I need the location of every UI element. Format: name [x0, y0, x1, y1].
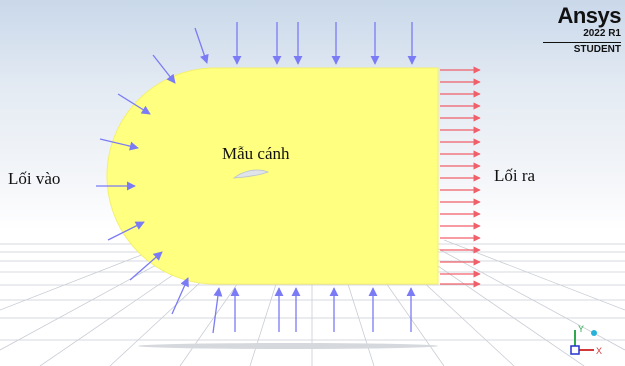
airfoil-label: Mẫu cánh: [222, 144, 290, 163]
inlet-arrows-top: [232, 22, 417, 65]
domain-shadow: [138, 343, 438, 349]
fluid-domain[interactable]: [106, 67, 439, 285]
ansys-brand: Ansys: [557, 3, 621, 28]
triad-y-label: Y: [578, 324, 584, 334]
triad-x-label: X: [596, 346, 602, 356]
axis-triad-icon[interactable]: Y X: [560, 322, 610, 362]
inlet-label: Lối vào: [8, 169, 61, 188]
inlet-arrows-arc: [96, 27, 223, 334]
ansys-edition: STUDENT: [573, 44, 621, 55]
ansys-version: 2022 R1: [543, 28, 621, 43]
airfoil-shape[interactable]: [232, 169, 270, 179]
outlet-arrows: [440, 66, 481, 288]
inlet-arrows-bottom: [230, 287, 416, 332]
outlet-label: Lối ra: [494, 166, 536, 185]
ansys-logo: Ansys 2022 R1 STUDENT: [543, 3, 622, 56]
